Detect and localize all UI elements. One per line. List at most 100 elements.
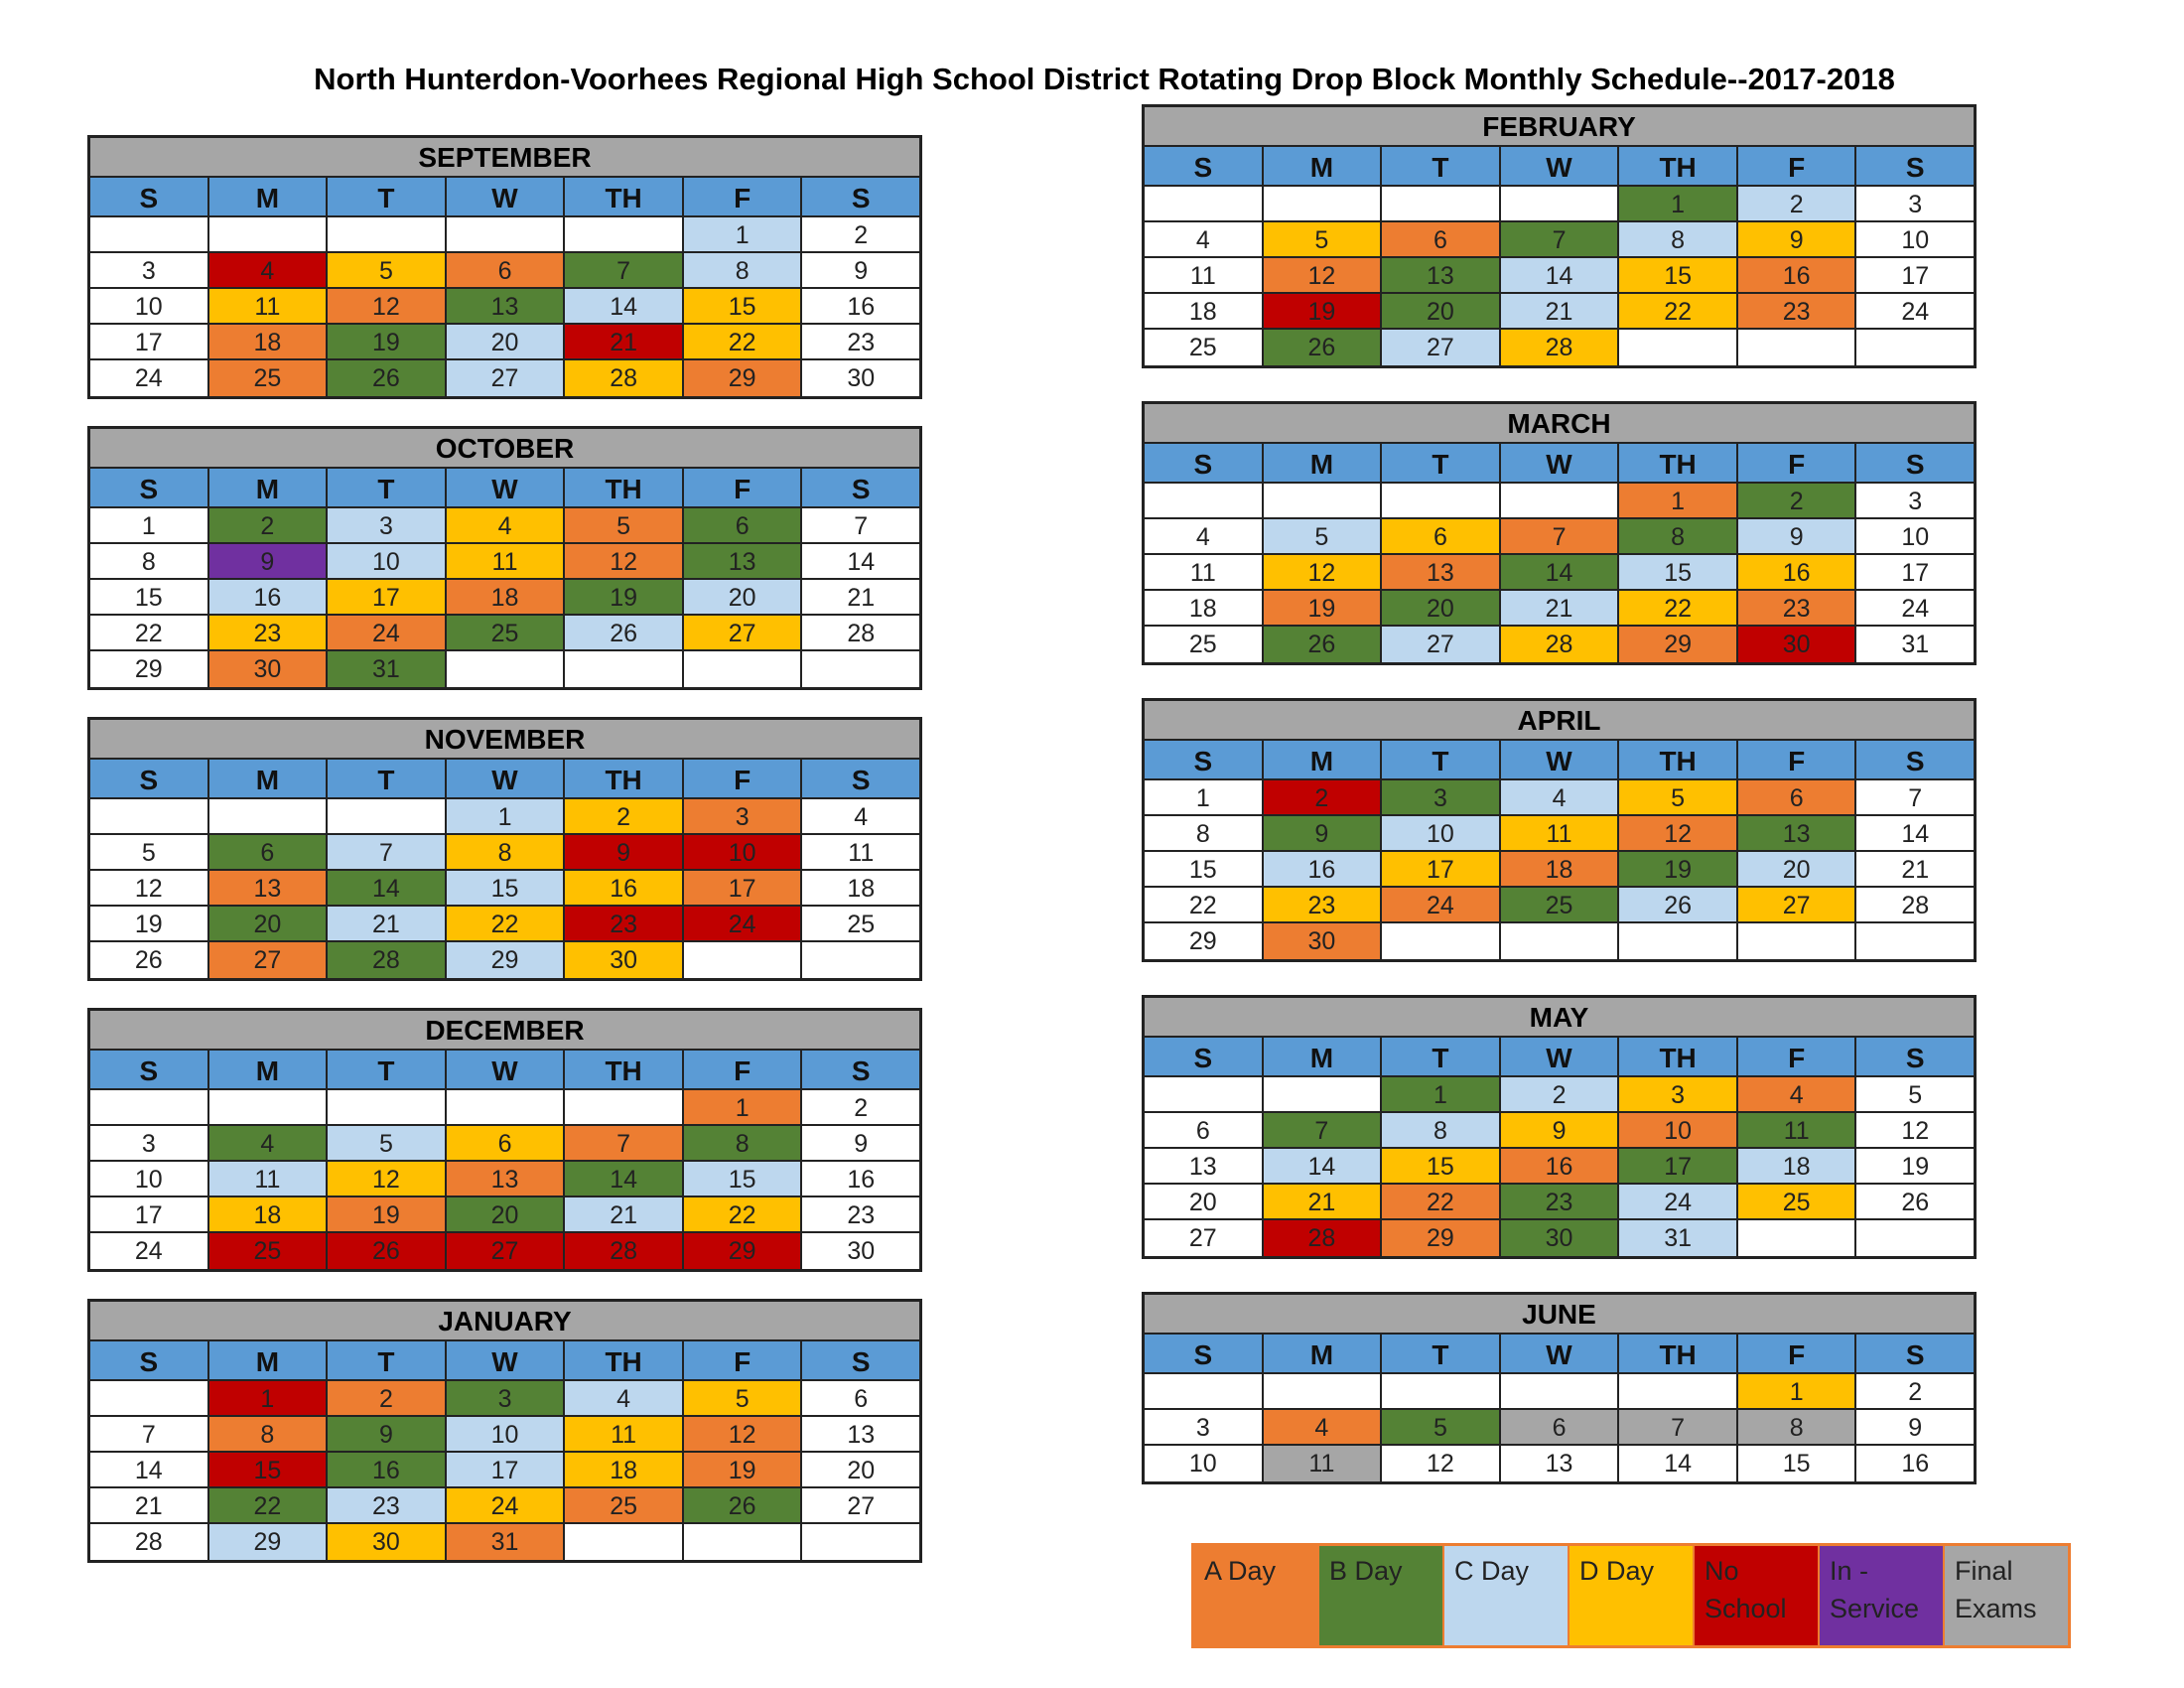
day-cell: 2	[208, 508, 329, 544]
weekday-header: W	[446, 760, 566, 799]
day-cell: 12	[90, 871, 209, 907]
day-cell: 6	[1145, 1113, 1264, 1149]
day-cell: 18	[802, 871, 920, 907]
day-cell: 20	[208, 907, 329, 942]
day-cell: 22	[1382, 1185, 1501, 1220]
day-cell: 9	[1500, 1113, 1620, 1149]
day-cell: 7	[1500, 222, 1620, 258]
month-name: NOVEMBER	[90, 720, 919, 760]
weekday-header: TH	[1619, 1335, 1738, 1374]
day-cell: 25	[208, 1233, 329, 1269]
day-cell: 24	[1619, 1185, 1738, 1220]
weekday-header: T	[1382, 741, 1501, 780]
day-cell: 4	[1145, 519, 1264, 555]
empty-cell	[1382, 484, 1501, 519]
weekday-header: W	[446, 1051, 566, 1090]
day-cell: 1	[1619, 484, 1738, 519]
day-cell: 10	[1619, 1113, 1738, 1149]
week-row: 17 18 19 20 21 22 23	[90, 325, 920, 360]
week-row: 25 26 27 28	[1145, 330, 1974, 365]
day-cell: 18	[565, 1453, 684, 1488]
day-cell: 23	[1737, 591, 1857, 627]
week-row: 21 22 23 24 25 26 27	[90, 1488, 920, 1524]
day-cell: 16	[1737, 258, 1857, 294]
day-cell: 30	[208, 651, 329, 687]
day-cell: 30	[1263, 923, 1383, 959]
day-cell: 11	[1145, 258, 1264, 294]
weekday-header: T	[328, 1051, 447, 1090]
day-cell: 12	[683, 1417, 803, 1453]
day-cell: 27	[1145, 1220, 1264, 1256]
month-name: MAY	[1145, 998, 1974, 1038]
day-cell: 26	[328, 1233, 447, 1269]
day-cell: 3	[1856, 187, 1975, 222]
empty-cell	[1500, 187, 1620, 222]
day-cell: 22	[1145, 888, 1264, 923]
day-cell: 25	[1145, 627, 1264, 662]
week-row: 25 26 27 28 29 30 31	[1145, 627, 1975, 662]
day-cell: 29	[1619, 627, 1738, 662]
weekday-row: S M T W TH F S	[90, 760, 920, 799]
week-row: 10 11 12 13 14 15 16	[1145, 1446, 1975, 1481]
day-cell: 26	[1263, 330, 1383, 365]
day-cell: 3	[1619, 1077, 1738, 1113]
day-cell: 17	[90, 1197, 209, 1233]
day-cell: 27	[208, 942, 329, 978]
day-cell: 16	[1737, 555, 1857, 591]
day-cell: 27	[446, 360, 566, 396]
empty-cell	[1619, 330, 1738, 365]
empty-cell	[328, 217, 447, 253]
empty-cell	[446, 1090, 566, 1126]
empty-cell	[328, 1090, 447, 1126]
weekday-header: S	[1856, 1038, 1975, 1077]
day-cell: 18	[1145, 294, 1264, 330]
day-cell: 14	[90, 1453, 209, 1488]
day-cell: 15	[1619, 555, 1738, 591]
day-cell: 8	[683, 1126, 803, 1162]
weekday-header: M	[208, 1341, 329, 1381]
weekday-header: F	[683, 1341, 803, 1381]
weekday-header: W	[1500, 444, 1620, 484]
day-cell: 30	[565, 942, 684, 978]
empty-cell	[684, 1524, 803, 1560]
month-calendar: MARCH S M T W TH F S 1 2 3 4 5 6 7 8 9 10 11 12 13 14 15 16 17 18…	[1142, 401, 1977, 665]
weekday-row: S M T W TH F S	[1145, 1335, 1975, 1374]
day-cell: 12	[1382, 1446, 1501, 1481]
day-cell: 26	[683, 1488, 803, 1524]
day-cell: 28	[1500, 330, 1620, 365]
day-cell: 11	[446, 544, 566, 580]
empty-cell	[90, 799, 209, 835]
week-row: 15 16 17 18 19 20 21	[90, 580, 920, 616]
empty-cell	[1738, 330, 1857, 365]
day-cell: 26	[1263, 627, 1383, 662]
day-cell: 31	[446, 1524, 566, 1560]
day-cell: 29	[446, 942, 566, 978]
day-cell: 14	[1263, 1149, 1383, 1185]
weekday-header: S	[802, 469, 920, 508]
day-cell: 13	[208, 871, 329, 907]
day-cell: 28	[1263, 1220, 1383, 1256]
day-cell: 18	[1145, 591, 1264, 627]
day-cell: 13	[683, 544, 803, 580]
day-cell: 3	[683, 799, 803, 835]
week-row: 4 5 6 7 8 9 10	[1145, 519, 1975, 555]
empty-cell	[208, 1090, 329, 1126]
month-name: JUNE	[1145, 1295, 1974, 1335]
day-cell: 16	[1263, 852, 1383, 888]
day-cell: 29	[90, 651, 209, 687]
day-cell: 6	[446, 253, 566, 289]
empty-cell	[802, 1524, 919, 1560]
day-cell: 22	[1619, 591, 1738, 627]
day-cell: 14	[565, 1162, 684, 1197]
month-calendar: SEPTEMBER S M T W TH F S 1 2 3 4 5 6 7 8 9 10 11 12 13 14 15 16…	[87, 135, 922, 399]
day-cell: 28	[565, 360, 684, 396]
month-name: DECEMBER	[90, 1011, 919, 1051]
day-cell: 5	[1856, 1077, 1975, 1113]
weekday-header: M	[1263, 1038, 1383, 1077]
day-cell: 8	[446, 835, 566, 871]
day-cell: 7	[1619, 1410, 1738, 1446]
day-cell: 16	[328, 1453, 447, 1488]
